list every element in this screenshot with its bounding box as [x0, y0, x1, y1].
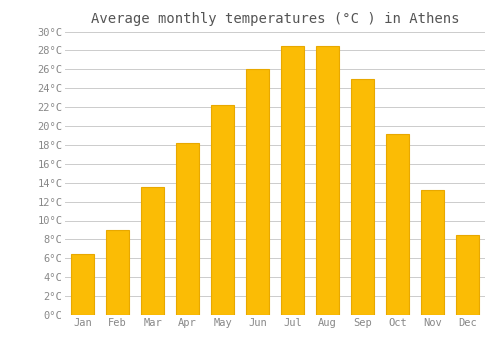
Bar [456, 235, 479, 315]
Bar [281, 46, 304, 315]
Bar [211, 105, 234, 315]
Bar [176, 143, 199, 315]
Bar [351, 79, 374, 315]
Bar [106, 230, 129, 315]
Bar [246, 69, 269, 315]
Title: Average monthly temperatures (°C ) in Athens: Average monthly temperatures (°C ) in At… [91, 12, 459, 26]
Bar [316, 46, 339, 315]
Bar [421, 190, 444, 315]
Bar [71, 253, 94, 315]
Bar [386, 134, 409, 315]
Bar [141, 188, 164, 315]
